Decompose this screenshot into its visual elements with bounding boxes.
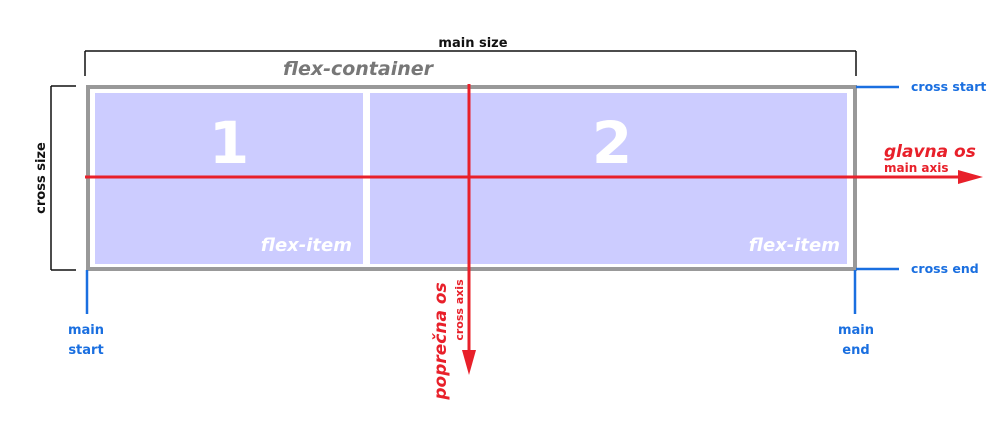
flex-item-2-label: flex-item (749, 235, 840, 256)
cross-size-label: cross size (34, 142, 49, 214)
glavna-os-label: glavna os (884, 142, 976, 162)
cross-axis-arrowhead (462, 350, 476, 375)
main-size-label: main size (438, 36, 507, 51)
flex-item-2-number: 2 (592, 109, 632, 177)
cross-size-bracket (50, 85, 76, 271)
main-end-label-line1: main (838, 323, 874, 338)
cross-start-label: cross start (911, 79, 986, 94)
poprecna-os-label: poprečna os (431, 282, 451, 400)
main-start-label-line1: main (68, 323, 104, 338)
flex-container-label: flex-container (283, 58, 435, 80)
main-end-label-line2: end (842, 343, 869, 358)
flex-item-1-label: flex-item (261, 235, 352, 256)
main-start-label-line2: start (68, 343, 103, 358)
main-size-bracket (84, 50, 857, 76)
main-axis-label: main axis (884, 161, 949, 175)
main-axis-arrowhead (958, 170, 983, 184)
flex-item-1-number: 1 (209, 109, 249, 177)
cross-end-label: cross end (911, 261, 979, 276)
cross-axis-label: cross axis (453, 279, 466, 341)
